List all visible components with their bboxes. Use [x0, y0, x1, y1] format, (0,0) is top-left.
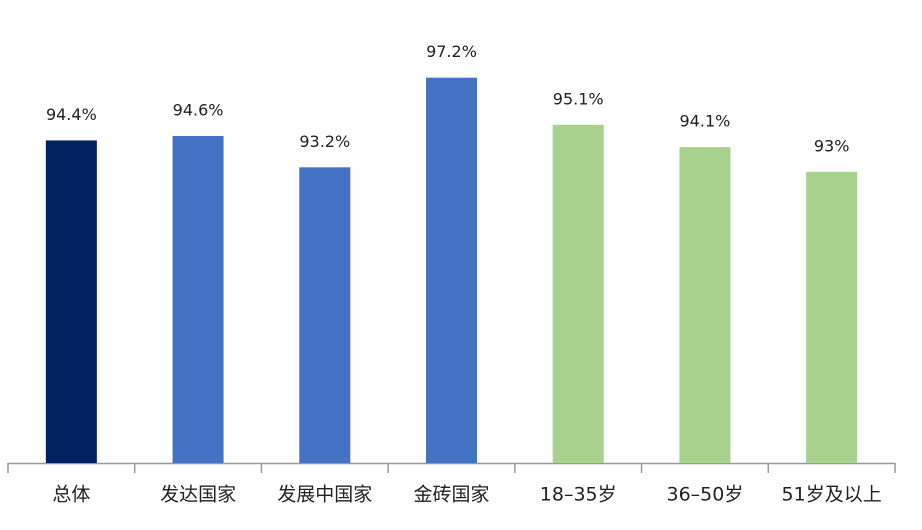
x-tick-label: 总体	[52, 484, 90, 506]
value-label: 93.2%	[299, 132, 350, 151]
value-label: 94.6%	[173, 100, 224, 119]
bar	[806, 171, 858, 464]
x-tick-label: 发展中国家	[277, 484, 372, 506]
value-label: 97.2%	[426, 42, 477, 61]
value-label: 93%	[814, 136, 850, 155]
bar	[45, 140, 97, 463]
x-tick-label: 发达国家	[160, 484, 236, 506]
bar	[172, 135, 224, 463]
x-tick-label: 18–35岁	[540, 484, 617, 506]
value-label: 94.1%	[680, 112, 731, 131]
value-label: 95.1%	[553, 89, 604, 108]
x-tick-label: 36–50岁	[666, 484, 743, 506]
x-tick-label: 金砖国家	[413, 484, 489, 506]
value-label: 94.4%	[46, 105, 97, 124]
bar	[426, 77, 477, 463]
x-tick-label: 51岁及以上	[782, 484, 882, 506]
bar	[299, 167, 351, 463]
bar	[552, 124, 604, 463]
bar	[679, 147, 731, 463]
